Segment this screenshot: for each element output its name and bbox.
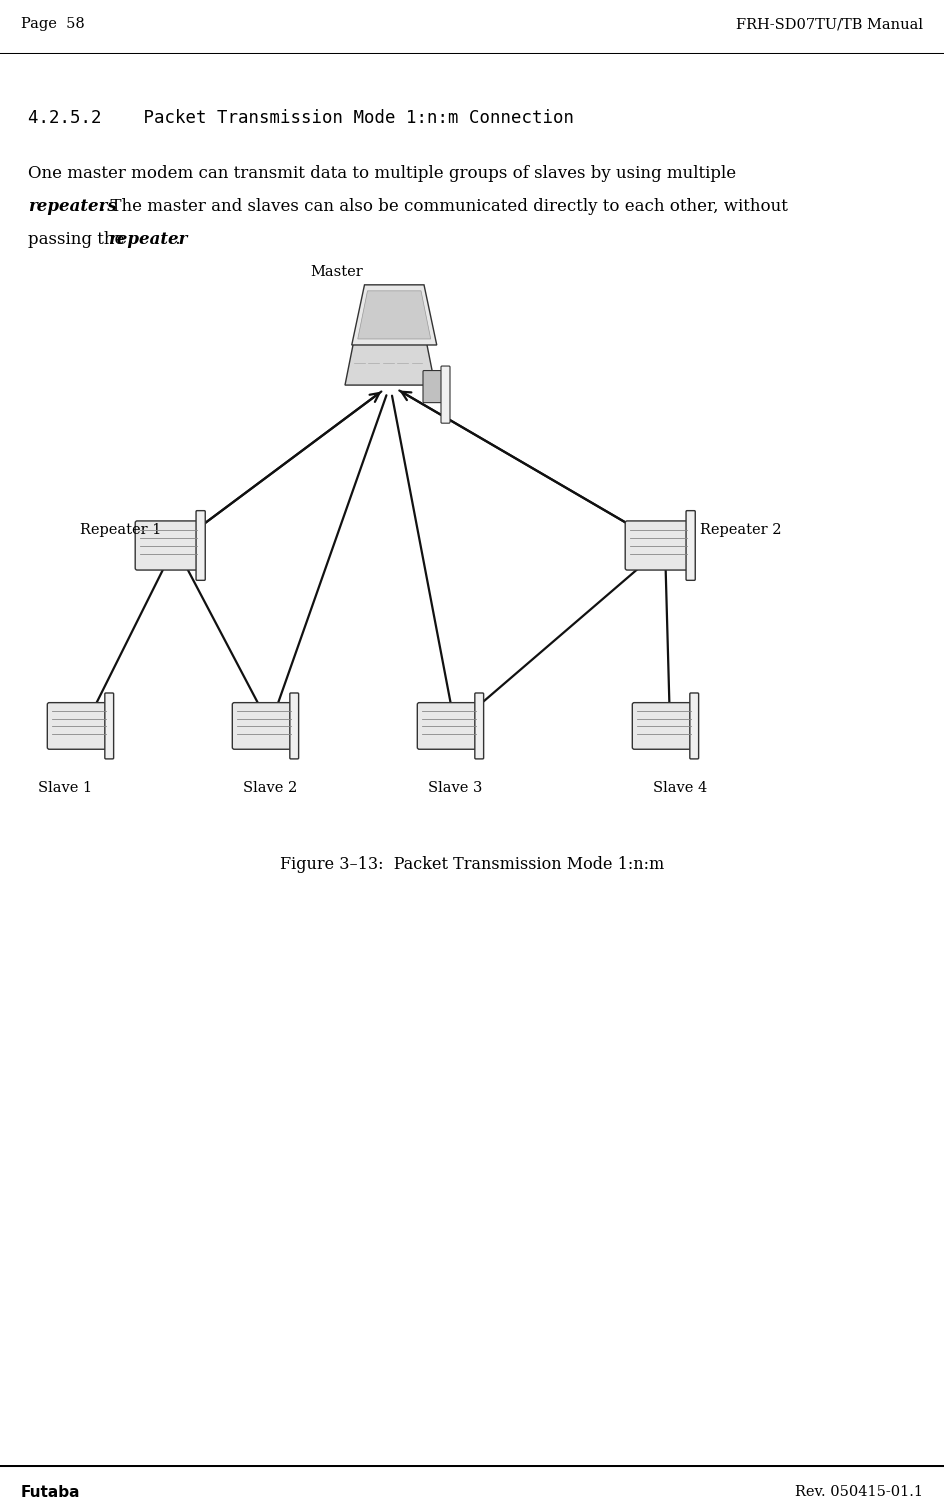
FancyBboxPatch shape	[475, 693, 483, 760]
FancyBboxPatch shape	[417, 702, 480, 749]
Text: .: .	[170, 231, 180, 247]
Text: Page  58: Page 58	[21, 18, 85, 32]
FancyBboxPatch shape	[625, 521, 692, 570]
FancyBboxPatch shape	[632, 702, 696, 749]
Text: passing the: passing the	[28, 231, 129, 247]
Polygon shape	[352, 285, 437, 345]
FancyBboxPatch shape	[232, 702, 295, 749]
Text: repeater: repeater	[108, 231, 187, 247]
Text: 4.2.5.2    Packet Transmission Mode 1:n:m Connection: 4.2.5.2 Packet Transmission Mode 1:n:m C…	[28, 110, 574, 128]
FancyBboxPatch shape	[441, 366, 450, 423]
FancyBboxPatch shape	[47, 702, 110, 749]
FancyBboxPatch shape	[196, 511, 205, 580]
FancyBboxPatch shape	[290, 693, 298, 760]
Text: Master: Master	[310, 265, 362, 279]
FancyBboxPatch shape	[690, 693, 699, 760]
FancyBboxPatch shape	[423, 371, 443, 402]
Text: Futaba: Futaba	[21, 1484, 80, 1499]
Text: Repeater 2: Repeater 2	[700, 523, 782, 538]
Text: Slave 4: Slave 4	[653, 781, 707, 796]
FancyBboxPatch shape	[135, 521, 202, 570]
Text: . The master and slaves can also be communicated directly to each other, without: . The master and slaves can also be comm…	[100, 197, 788, 214]
Text: One master modem can transmit data to multiple groups of slaves by using multipl: One master modem can transmit data to mu…	[28, 164, 736, 181]
FancyBboxPatch shape	[105, 693, 113, 760]
Text: Repeater 1: Repeater 1	[80, 523, 161, 538]
Polygon shape	[358, 291, 430, 339]
Text: Figure 3–13:  Packet Transmission Mode 1:n:m: Figure 3–13: Packet Transmission Mode 1:…	[279, 856, 665, 873]
Text: Slave 1: Slave 1	[38, 781, 93, 796]
Text: repeaters: repeaters	[28, 197, 117, 214]
Text: Rev. 050415-01.1: Rev. 050415-01.1	[795, 1486, 923, 1499]
Polygon shape	[345, 341, 435, 386]
Text: Slave 3: Slave 3	[428, 781, 482, 796]
FancyBboxPatch shape	[686, 511, 695, 580]
Text: FRH-SD07TU/TB Manual: FRH-SD07TU/TB Manual	[736, 18, 923, 32]
Text: Slave 2: Slave 2	[243, 781, 297, 796]
